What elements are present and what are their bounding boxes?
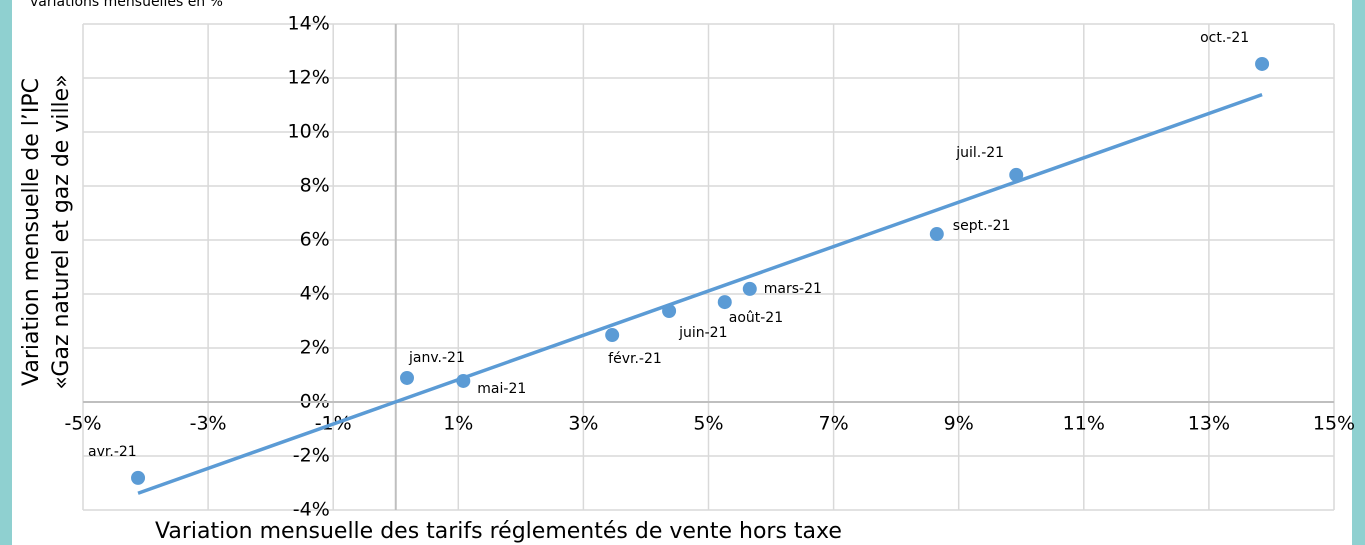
x-axis-label: Variation mensuelle des tarifs réglement…	[155, 519, 842, 544]
x-tick-label: 7%	[819, 413, 849, 435]
point-label: août-21	[729, 310, 783, 326]
y-tick-label: 2%	[300, 337, 330, 359]
x-tick-label: 1%	[443, 413, 473, 435]
point	[605, 328, 620, 343]
point	[400, 370, 415, 385]
point-label: avr.-21	[88, 444, 137, 460]
point	[742, 281, 757, 296]
x-tick-label: 9%	[944, 413, 974, 435]
point	[662, 304, 677, 319]
point-label: oct.-21	[1200, 30, 1249, 46]
trend-line	[137, 92, 1263, 495]
point-label: juil.-21	[955, 145, 1004, 161]
y-tick-label: 4%	[300, 283, 330, 305]
x-tick-label: 11%	[1063, 413, 1105, 435]
y-axis-label-line: Variation mensuelle de l’IPC	[19, 78, 44, 386]
point	[717, 295, 732, 310]
x-tick-label: 5%	[693, 413, 723, 435]
x-tick-label: 15%	[1313, 413, 1355, 435]
card	[12, 0, 1352, 545]
point	[929, 227, 944, 242]
y-tick-label: 6%	[300, 229, 330, 251]
point	[131, 470, 146, 485]
point-label: juin-21	[678, 325, 727, 341]
y-tick-label: 12%	[288, 67, 330, 89]
subtitle: variations mensuelles en %	[30, 0, 223, 10]
x-tick-label: -5%	[65, 413, 102, 435]
point-label: mars-21	[764, 281, 822, 297]
y-axis-label-line: «Gaz naturel et gaz de ville»	[49, 74, 74, 389]
x-tick-label: 13%	[1188, 413, 1230, 435]
y-tick-label: 10%	[288, 121, 330, 143]
y-axis-label: Variation mensuelle de l’IPC «Gaz nature…	[19, 74, 74, 389]
point-label: mai-21	[477, 381, 526, 397]
y-tick-label: -4%	[293, 499, 330, 521]
y-tick-label: 14%	[288, 13, 330, 35]
point	[1009, 167, 1024, 182]
point	[1255, 56, 1270, 71]
y-tick-label: 8%	[300, 175, 330, 197]
point-label: janv.-21	[408, 350, 465, 366]
point	[456, 373, 471, 388]
point-label: févr.-21	[608, 351, 662, 367]
x-tick-label: -3%	[190, 413, 227, 435]
point-label: sept.-21	[953, 218, 1011, 234]
y-tick-label: -2%	[293, 445, 330, 467]
x-tick-label: 3%	[568, 413, 598, 435]
